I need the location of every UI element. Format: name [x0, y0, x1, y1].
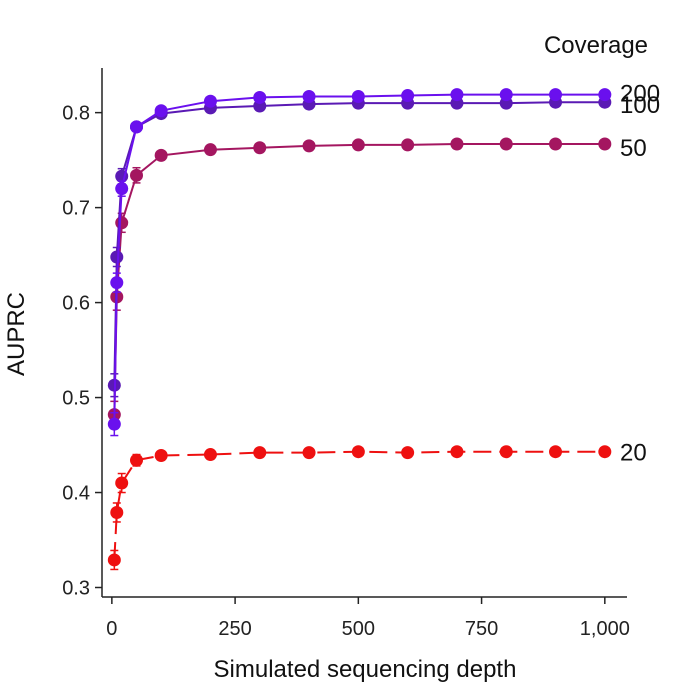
data-point — [499, 88, 513, 102]
data-point — [115, 182, 129, 196]
data-point — [401, 89, 415, 103]
data-point — [115, 216, 129, 230]
data-point — [302, 89, 316, 103]
legend-title: Coverage — [544, 32, 648, 59]
data-point — [253, 446, 267, 460]
data-point — [598, 445, 612, 459]
data-point — [253, 90, 267, 104]
data-point — [154, 448, 168, 462]
data-point — [351, 138, 365, 152]
data-point — [450, 137, 464, 151]
y-axis-title: AUPRC — [3, 292, 30, 376]
x-tick-label: 0 — [106, 618, 117, 640]
y-axis-ticks: 0.3 0.4 0.5 0.6 0.7 0.8 — [62, 103, 102, 600]
series-line — [113, 101, 605, 386]
data-point — [130, 120, 144, 134]
data-point — [598, 137, 612, 151]
series-line — [113, 143, 605, 415]
data-point — [203, 143, 217, 157]
data-point — [450, 88, 464, 102]
data-point — [351, 445, 365, 459]
data-point — [154, 104, 168, 118]
data-point — [110, 250, 124, 264]
data-point — [401, 446, 415, 460]
series-line — [113, 93, 605, 425]
data-point — [450, 445, 464, 459]
data-point — [107, 553, 121, 567]
data-point — [203, 94, 217, 108]
data-point — [549, 88, 563, 102]
x-tick-label: 500 — [342, 618, 375, 640]
data-point — [203, 448, 217, 462]
data-point — [253, 141, 267, 155]
data-point — [110, 276, 124, 290]
data-point — [302, 139, 316, 153]
data-point — [499, 445, 513, 459]
plot-marks — [107, 88, 612, 571]
data-point — [130, 453, 144, 467]
x-tick-label: 1,000 — [580, 618, 630, 640]
y-tick-label: 0.8 — [62, 103, 90, 125]
y-tick-label: 0.3 — [62, 578, 90, 600]
data-point — [115, 476, 129, 490]
series-label-100: 100 — [620, 92, 660, 119]
data-point — [401, 138, 415, 152]
data-point — [549, 445, 563, 459]
series-20 — [107, 445, 612, 571]
data-point — [598, 88, 612, 102]
data-point — [107, 417, 121, 431]
data-point — [549, 137, 563, 151]
series-line — [113, 450, 605, 561]
series-label-20: 20 — [620, 440, 647, 467]
data-point — [302, 446, 316, 460]
y-tick-label: 0.6 — [62, 293, 90, 315]
x-axis-ticks: 0 250 500 750 1,000 — [106, 597, 630, 640]
series-label-50: 50 — [620, 135, 647, 162]
data-point — [499, 137, 513, 151]
x-tick-label: 750 — [465, 618, 498, 640]
x-axis-title: Simulated sequencing depth — [214, 656, 517, 683]
x-tick-label: 250 — [218, 618, 251, 640]
y-tick-label: 0.7 — [62, 198, 90, 220]
data-point — [110, 505, 124, 519]
series-200 — [107, 88, 612, 437]
data-point — [351, 89, 365, 103]
series-label-200: 200 — [620, 81, 660, 108]
series-50 — [107, 137, 612, 429]
y-tick-label: 0.5 — [62, 388, 90, 410]
data-point — [154, 148, 168, 162]
data-point — [130, 168, 144, 182]
y-tick-label: 0.4 — [62, 483, 90, 505]
